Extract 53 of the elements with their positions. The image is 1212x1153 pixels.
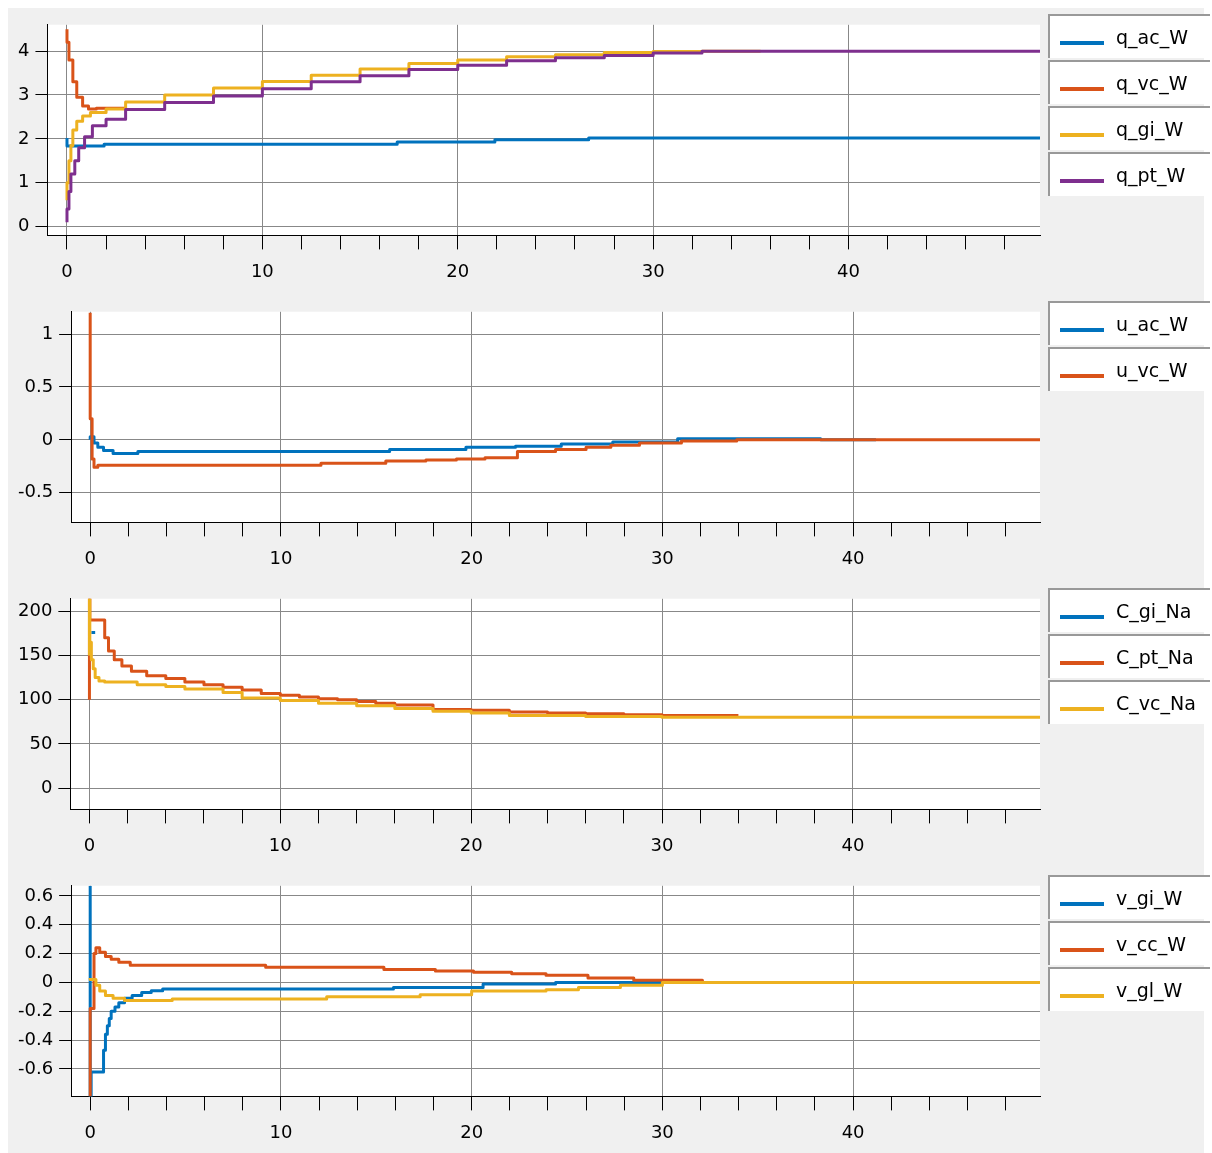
- x-tick-label: 40: [841, 1120, 865, 1142]
- legend-label: C_gi_Na: [1116, 600, 1192, 622]
- x-tick-label: 10: [269, 546, 293, 568]
- y-tick-label: 200: [18, 598, 53, 620]
- y-tick-label: 0.4: [24, 912, 54, 934]
- y-tick-label: 3: [18, 82, 30, 104]
- legend-label: q_pt_W: [1116, 164, 1186, 186]
- x-tick-label: 30: [641, 259, 665, 281]
- y-tick-label: -0.6: [18, 1056, 54, 1078]
- legend-label: v_cc_W: [1116, 933, 1186, 955]
- x-tick-label: 40: [841, 833, 865, 855]
- x-tick-label: 0: [83, 833, 96, 855]
- legend-label: C_vc_Na: [1116, 692, 1196, 714]
- x-tick-label: 10: [250, 259, 274, 281]
- y-tick-label: 0.5: [24, 374, 54, 396]
- y-tick-label: 0: [41, 970, 54, 992]
- y-tick-label: 2: [18, 126, 30, 148]
- y-tick-label: 0.2: [24, 941, 54, 963]
- x-tick-label: 30: [650, 1120, 674, 1142]
- x-tick-label: 20: [460, 546, 484, 568]
- x-tick-label: 0: [61, 259, 73, 281]
- legend-label: u_vc_W: [1116, 359, 1188, 381]
- x-tick-label: 40: [841, 546, 865, 568]
- y-tick-label: 50: [29, 731, 53, 753]
- x-tick-label: 20: [460, 1120, 484, 1142]
- y-tick-label: 100: [18, 687, 53, 709]
- y-tick-label: 1: [18, 170, 30, 192]
- y-tick-label: -0.4: [18, 1027, 54, 1049]
- y-tick-label: 1: [41, 321, 54, 343]
- x-tick-label: 10: [269, 1120, 293, 1142]
- y-tick-label: 0.6: [24, 883, 54, 905]
- x-tick-label: 0: [84, 546, 96, 568]
- y-tick-label: -0.2: [18, 998, 54, 1020]
- legend-label: q_vc_W: [1116, 72, 1188, 94]
- x-tick-label: 0: [84, 1120, 96, 1142]
- x-tick-label: 20: [446, 259, 470, 281]
- legend-label: v_gl_W: [1116, 979, 1183, 1001]
- legend-label: C_pt_Na: [1116, 646, 1194, 668]
- x-tick-label: 20: [459, 833, 483, 855]
- x-tick-label: 10: [268, 833, 292, 855]
- y-tick-label: -0.5: [18, 480, 54, 502]
- y-tick-label: 150: [18, 643, 53, 665]
- y-tick-label: 4: [18, 38, 30, 60]
- legend-label: v_gi_W: [1116, 887, 1183, 909]
- legend-label: q_ac_W: [1116, 26, 1188, 48]
- y-tick-label: 0: [18, 214, 30, 236]
- y-tick-label: 0: [40, 775, 53, 797]
- x-tick-label: 30: [650, 833, 674, 855]
- y-tick-label: 0: [41, 427, 54, 449]
- legend-label: u_ac_W: [1116, 313, 1188, 335]
- x-tick-label: 40: [837, 259, 860, 281]
- legend-label: q_gi_W: [1116, 118, 1184, 140]
- x-tick-label: 30: [650, 546, 674, 568]
